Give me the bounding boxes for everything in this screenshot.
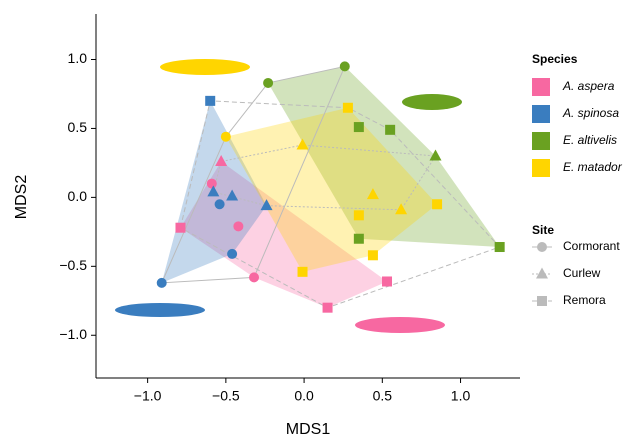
y-tick-label: 1.0 — [68, 50, 88, 66]
fish-icon — [402, 94, 462, 110]
point — [385, 125, 395, 135]
point — [323, 303, 333, 313]
fish-icon — [160, 59, 250, 75]
legend-label: A. spinosa — [562, 106, 619, 120]
point — [175, 223, 185, 233]
legend-swatch — [532, 78, 550, 96]
legend-title: Site — [532, 223, 554, 237]
y-tick-label: −1.0 — [59, 326, 87, 342]
chart: MDS1 MDS2 Species Site −1.0 −0.5 0.0 0.5 1.0… — [0, 0, 637, 440]
point — [354, 122, 364, 132]
legend-swatch — [532, 159, 550, 177]
y-tick-label: 0.0 — [68, 188, 88, 204]
legend-label: Cormorant — [563, 239, 620, 253]
x-tick-label: 1.0 — [451, 388, 471, 404]
point — [227, 249, 237, 259]
x-tick-label: −1.0 — [134, 388, 162, 404]
point — [263, 78, 273, 88]
point — [340, 61, 350, 71]
point — [157, 278, 167, 288]
point — [233, 221, 243, 231]
legend-label: Remora — [563, 293, 606, 307]
y-axis-label: MDS2 — [13, 175, 30, 220]
point — [354, 234, 364, 244]
point — [432, 199, 442, 209]
y-tick-label: −0.5 — [59, 257, 87, 273]
fish-icon — [355, 317, 445, 333]
legend-label: Curlew — [563, 266, 601, 280]
legend-label: A. aspera — [562, 79, 615, 93]
point — [207, 179, 217, 189]
x-tick-label: −0.5 — [212, 388, 240, 404]
point — [298, 267, 308, 277]
point — [215, 199, 225, 209]
legend-label: E. altivelis — [563, 133, 617, 147]
x-tick-label: 0.5 — [373, 388, 393, 404]
legend-symbol — [537, 242, 547, 252]
x-tick-label: 0.0 — [294, 388, 314, 404]
point — [382, 276, 392, 286]
point — [495, 242, 505, 252]
legend-label: E. matador — [563, 160, 623, 174]
legend-swatch — [532, 105, 550, 123]
legend-symbol — [537, 296, 547, 306]
legend-symbol — [536, 268, 548, 279]
x-axis-label: MDS1 — [286, 421, 331, 438]
point — [343, 103, 353, 113]
fish-icon — [115, 303, 205, 317]
point — [221, 132, 231, 142]
point — [205, 96, 215, 106]
y-tick-label: 0.5 — [68, 119, 88, 135]
legend-title: Species — [532, 52, 578, 66]
point — [354, 210, 364, 220]
point — [249, 272, 259, 282]
legend-swatch — [532, 132, 550, 150]
point — [368, 250, 378, 260]
